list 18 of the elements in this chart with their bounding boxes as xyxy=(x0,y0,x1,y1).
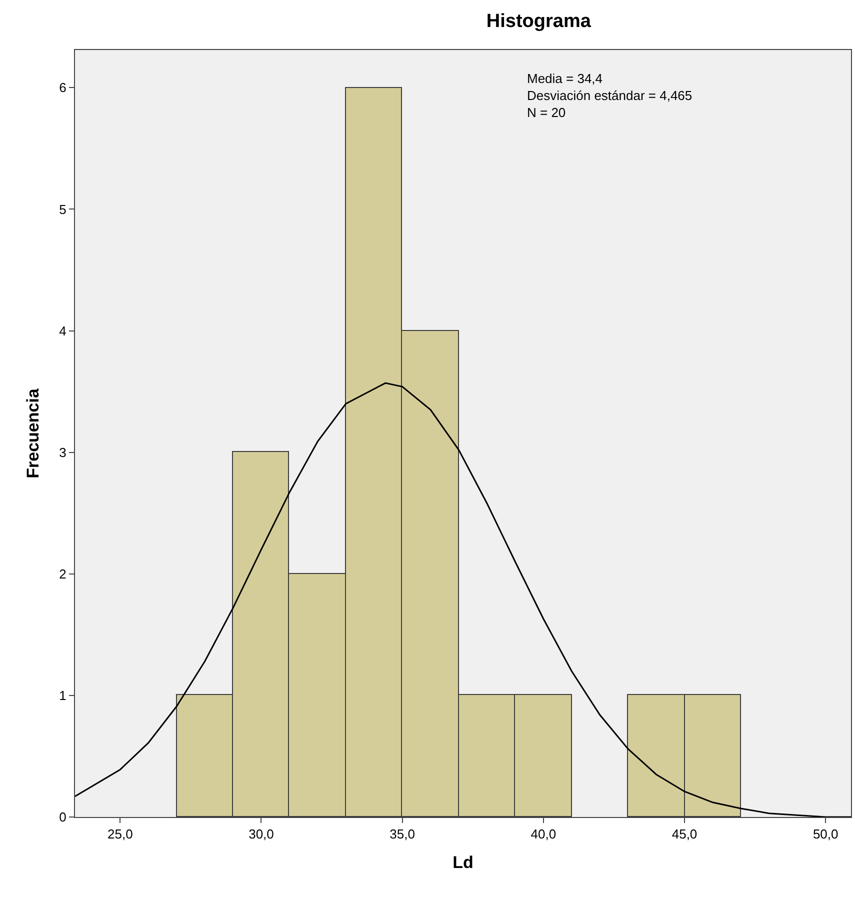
x-tick-label: 50,0 xyxy=(812,826,838,842)
y-axis-title: Frecuencia xyxy=(24,388,43,478)
x-tick-label: 35,0 xyxy=(390,826,415,842)
x-axis-title: Ld xyxy=(452,853,474,872)
y-tick-label: 1 xyxy=(59,688,66,703)
x-tick-label: 30,0 xyxy=(248,826,274,842)
y-tick-label: 6 xyxy=(59,80,66,96)
y-tick-label: 0 xyxy=(59,810,66,825)
line-series xyxy=(75,382,851,817)
y-tick-label: 2 xyxy=(59,566,66,582)
annotation: Media = 34,4 Desviación estándar = 4,465 N = 20 xyxy=(527,71,692,120)
y-tick-label: 5 xyxy=(59,202,66,217)
x-tick-label: 40,0 xyxy=(530,826,556,842)
y-tick-label: 4 xyxy=(59,323,66,338)
x-tick-label: 45,0 xyxy=(672,826,698,842)
chart-title: Histograma xyxy=(486,10,592,32)
x-tick-label: 25,0 xyxy=(107,826,133,842)
y-tick-label: 3 xyxy=(59,444,66,460)
